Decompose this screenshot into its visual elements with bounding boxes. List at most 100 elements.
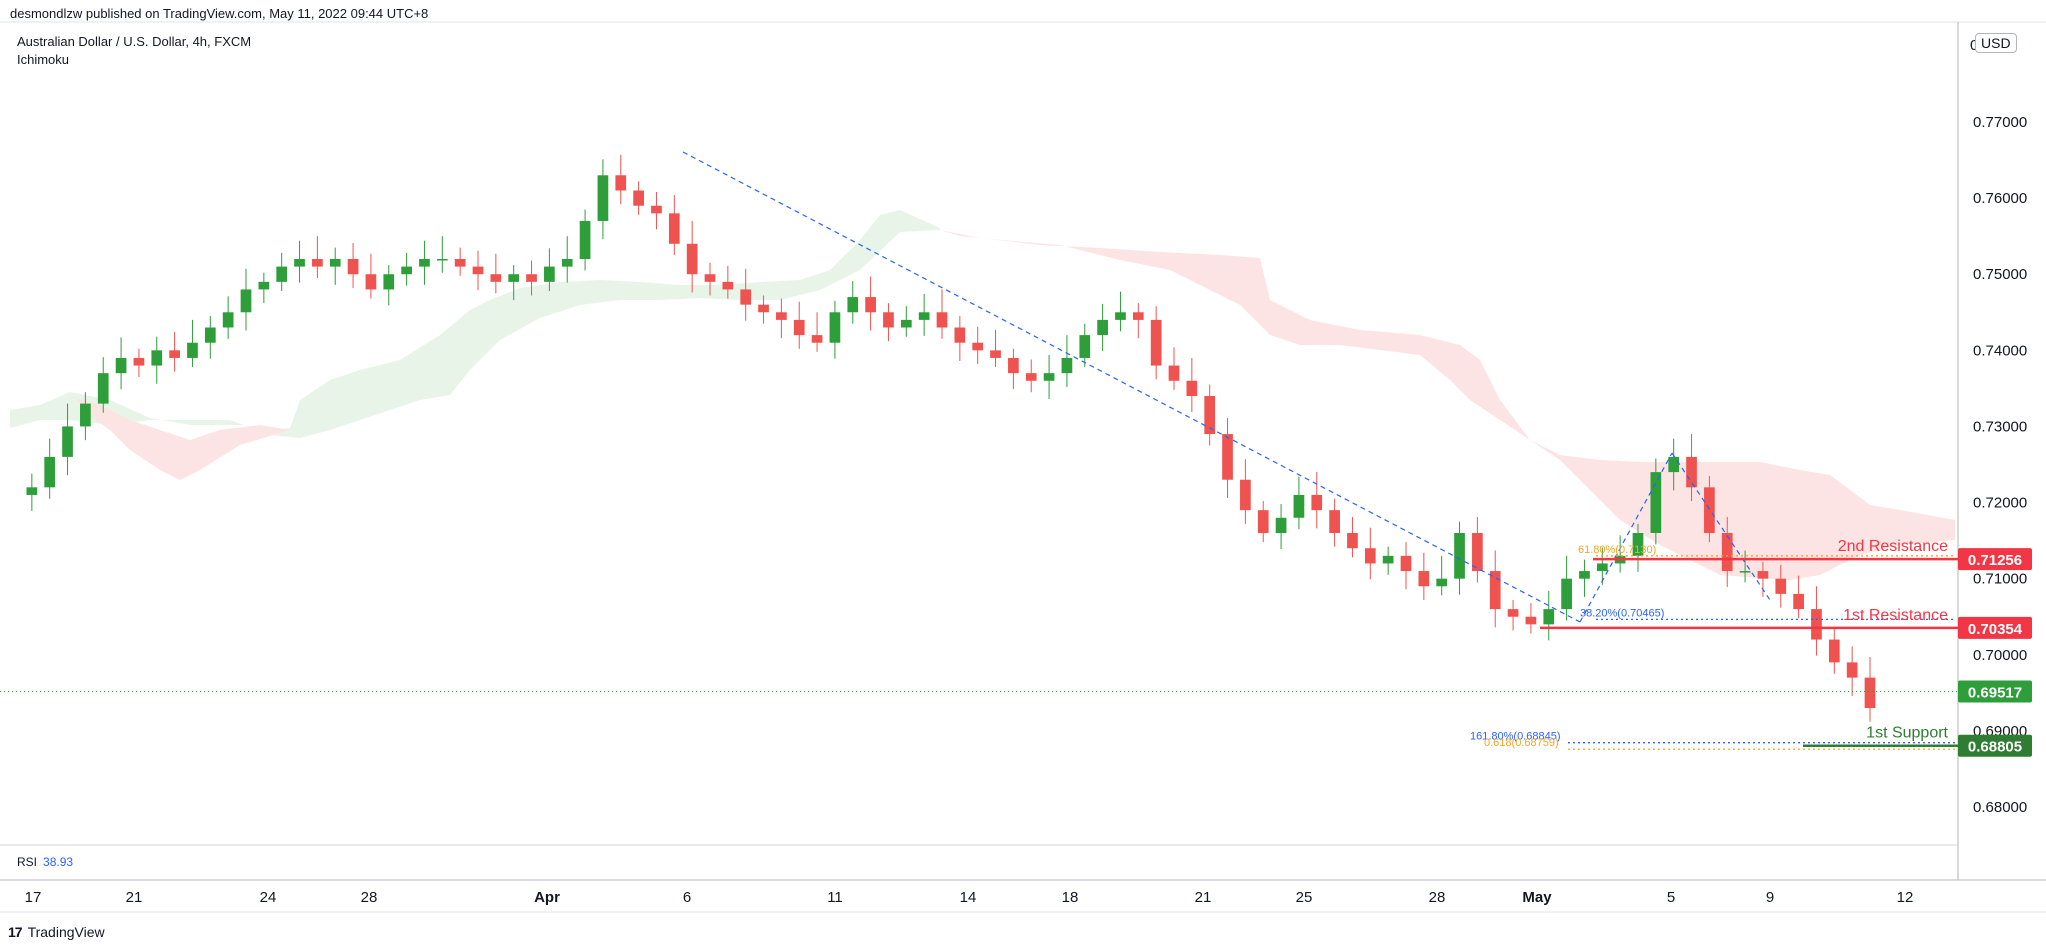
publish-header: desmondlzw published on TradingView.com,… [10, 6, 429, 21]
candle-body [508, 274, 520, 282]
candle-body [918, 312, 930, 320]
tradingview-logo-icon: 17 [8, 924, 23, 940]
y-tick-label: 0.77000 [1973, 114, 2027, 131]
candle-body [1596, 563, 1608, 572]
candle-body [44, 456, 56, 488]
candle-body [383, 274, 395, 290]
candle-body [151, 350, 163, 366]
fib-level-label: 0.618(0.68759) [1484, 737, 1559, 749]
candle-body [115, 357, 127, 374]
candle-body [454, 259, 466, 267]
candle-body [80, 403, 91, 427]
candle-body [776, 312, 787, 320]
candle-body [97, 373, 109, 404]
symbol-legend[interactable]: Australian Dollar / U.S. Dollar, 4h, FXC… [17, 34, 252, 49]
candle-body [1704, 487, 1715, 533]
candle-body [883, 312, 894, 328]
candle-body [1739, 571, 1751, 573]
trend-line-down [682, 151, 1581, 623]
candle-body [1222, 434, 1233, 480]
candle-body [1472, 533, 1483, 572]
candle-body [668, 213, 680, 244]
trend-line-retrace [1671, 452, 1771, 601]
fib-level-label: 38.20%(0.70465) [1580, 607, 1664, 619]
x-tick-label: 28 [1429, 889, 1446, 906]
rsi-legend[interactable]: RSI 38.93 [17, 855, 73, 869]
candle-body [401, 266, 412, 275]
candle-body [347, 259, 359, 275]
candle-body [1275, 517, 1287, 533]
rsi-label: RSI [17, 855, 38, 869]
candle-body [1507, 609, 1519, 617]
candle-body [1418, 571, 1430, 587]
x-tick-label: 14 [960, 889, 977, 906]
rsi-value: 38.93 [43, 855, 74, 869]
candle-body [1436, 578, 1448, 587]
candle-body [1257, 510, 1269, 533]
candle-body [1757, 571, 1769, 579]
candle-body [1150, 319, 1162, 366]
candle-body [365, 274, 377, 290]
candle-body [1632, 533, 1644, 556]
level-price-tag [1958, 548, 2032, 571]
candle-body [811, 335, 823, 343]
candle-body [1240, 479, 1251, 511]
candle-body [686, 243, 698, 275]
y-tick-label: 0.75000 [1973, 266, 2027, 283]
y-tick-label: 0.70000 [1973, 647, 2027, 664]
candle-body [133, 357, 145, 366]
level-label: 2nd Resistance [1838, 538, 1948, 555]
x-tick-label: 6 [683, 889, 691, 906]
candle-body [722, 281, 734, 290]
candle-body [294, 259, 305, 267]
candle-body [793, 319, 805, 336]
candle-body [1775, 578, 1787, 594]
candle-body [1811, 609, 1822, 640]
candle-body [1543, 609, 1555, 625]
candle-body [222, 312, 234, 328]
candle-body [544, 266, 555, 282]
candle-body [1364, 548, 1376, 564]
candle-body [1454, 533, 1465, 579]
candle-body [561, 259, 573, 267]
candle-body [900, 319, 912, 328]
current-price-tag-text: 0.69517 [1968, 685, 2022, 702]
level-price-tag-text: 0.71256 [1968, 552, 2022, 569]
y-tick-label: 0.74000 [1973, 342, 2027, 359]
candle-body [579, 220, 591, 259]
candle-body [615, 175, 627, 191]
currency-badge[interactable]: USD [1975, 33, 2017, 53]
x-tick-label: May [1522, 889, 1552, 906]
level-label: 1st Resistance [1843, 607, 1948, 624]
x-tick-label: 25 [1296, 889, 1313, 906]
candle-body [472, 266, 484, 275]
candle-body [740, 289, 752, 305]
candle-body [1168, 365, 1180, 381]
fib-level-label: 161.80%(0.68845) [1470, 731, 1561, 743]
candle-body [1043, 373, 1055, 381]
candle-body [329, 259, 341, 267]
fib-level-label: 61.80%(0.7130) [1578, 544, 1656, 556]
footer-brand-name: TradingView [27, 924, 105, 940]
candle-body [419, 259, 430, 267]
candle-body [954, 327, 966, 343]
y-tick-label: 0.72000 [1973, 495, 2027, 512]
y-tick-label: 0.76000 [1973, 190, 2027, 207]
candle-body [1686, 456, 1697, 488]
candle-body [597, 175, 609, 221]
candle-body [1721, 533, 1733, 572]
indicator-legend[interactable]: Ichimoku [17, 52, 70, 67]
candle-body [187, 342, 198, 358]
candle-body [526, 274, 537, 282]
x-tick-label: Apr [534, 889, 560, 906]
candle-body [1793, 593, 1804, 610]
candle-body [240, 289, 252, 313]
x-tick-label: 12 [1897, 889, 1914, 906]
candle-body [1668, 456, 1680, 473]
candle-body [1329, 510, 1340, 533]
candle-body [436, 259, 448, 261]
candle-body [169, 350, 180, 358]
candle-body [1025, 373, 1037, 381]
footer-brand[interactable]: 17 TradingView [8, 924, 105, 940]
